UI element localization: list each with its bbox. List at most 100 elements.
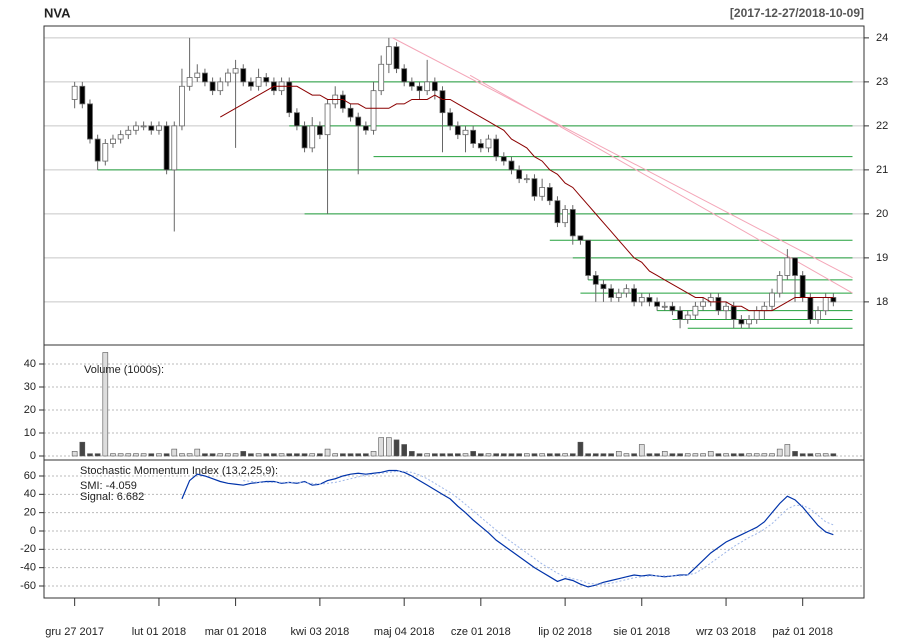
volume-bar	[677, 453, 683, 457]
trend-line	[392, 37, 853, 279]
candle-body	[140, 125, 147, 128]
volume-bar	[148, 453, 155, 457]
candle-body	[148, 125, 155, 131]
candle-body	[102, 143, 109, 162]
candle-body	[225, 72, 231, 83]
candle-body	[416, 85, 423, 92]
volume-bar	[171, 448, 178, 457]
candle-body	[753, 310, 760, 320]
volume-bar	[554, 453, 561, 457]
volume-bar	[324, 448, 331, 457]
volume-bar	[738, 453, 745, 457]
y-tick-label: 18	[876, 296, 888, 308]
candle-body	[669, 305, 676, 312]
candle-body	[769, 292, 775, 307]
date-range: [2017-12-27/2018-10-09]	[730, 6, 864, 20]
candle-body	[608, 288, 615, 298]
candle-body	[776, 275, 783, 294]
volume-bar	[370, 451, 377, 457]
candle-body	[293, 112, 300, 127]
candle-body	[209, 81, 216, 92]
candle-body	[761, 305, 768, 312]
volume-bar	[470, 451, 476, 457]
x-tick-label: wrz 03 2018	[695, 626, 756, 638]
volume-bar	[508, 453, 515, 457]
candle-body	[309, 125, 316, 149]
y-tick-label: 23	[876, 76, 888, 88]
candle-body	[577, 235, 584, 241]
volume-bar	[784, 444, 791, 457]
volume-bar	[493, 453, 499, 457]
candle-body	[523, 178, 530, 181]
volume-bar	[623, 453, 630, 457]
volume-bar	[202, 453, 208, 457]
volume-bar	[186, 453, 193, 457]
candle-body	[815, 310, 821, 320]
volume-bar	[600, 453, 607, 457]
y-tick-label: 20	[876, 208, 888, 220]
volume-bar	[807, 453, 814, 457]
volume-bar	[447, 453, 453, 457]
y-tick-label: 19	[876, 252, 888, 264]
candle-body	[424, 81, 431, 92]
volume-bar	[501, 453, 507, 457]
volume-bar	[87, 453, 93, 457]
x-tick-label: gru 27 2017	[45, 626, 104, 638]
volume-bar	[271, 453, 277, 457]
smi-title: Stochastic Momentum Index (13,2,25,9):	[80, 465, 278, 477]
candle-body	[133, 125, 139, 131]
candle-body	[516, 169, 523, 180]
volume-bar	[608, 453, 614, 457]
volume-bar	[585, 453, 591, 457]
y-tick-label: 24	[876, 32, 888, 44]
volume-bar	[524, 453, 530, 457]
x-tick-label: paź 01 2018	[772, 626, 833, 638]
y-tick-label: 0	[30, 450, 36, 462]
candle-body	[615, 292, 622, 298]
volume-bar	[439, 453, 446, 457]
volume-bar	[133, 453, 139, 457]
volume-bar	[830, 453, 837, 457]
candle-body	[194, 72, 201, 78]
volume-bar	[393, 439, 400, 457]
volume-bar	[669, 453, 676, 457]
candle-body	[554, 200, 561, 224]
candle-body	[784, 257, 791, 276]
x-tick-label: mar 01 2018	[205, 626, 267, 638]
candle-body	[362, 125, 369, 131]
volume-bar	[71, 451, 78, 457]
volume-bar	[286, 453, 293, 457]
volume-bar	[102, 352, 109, 457]
candle-body	[654, 301, 660, 307]
volume-bar	[179, 453, 185, 457]
y-tick-label: -20	[20, 543, 36, 555]
candle-body	[546, 187, 553, 202]
volume-bar	[723, 453, 729, 457]
series-line	[181, 469, 834, 588]
candle-body	[324, 103, 331, 136]
y-tick-label: 10	[24, 427, 36, 439]
volume-bar	[340, 453, 346, 457]
volume-bar	[815, 453, 821, 457]
candle-body	[638, 297, 645, 303]
volume-bar	[386, 437, 392, 457]
candle-body	[692, 305, 699, 316]
volume-bar	[240, 451, 247, 457]
candle-body	[186, 77, 193, 87]
volume-bar	[539, 453, 545, 457]
volume-bar	[209, 453, 216, 457]
volume-bar	[117, 453, 124, 457]
candle-body	[110, 138, 116, 144]
candle-body	[370, 90, 377, 131]
volume-bar	[79, 441, 86, 457]
candle-body	[94, 138, 101, 162]
candle-body	[585, 239, 592, 276]
candle-body	[830, 297, 837, 303]
volume-bar	[378, 437, 384, 457]
y-tick-label: 0	[30, 525, 36, 537]
y-tick-label: 60	[24, 470, 36, 482]
candle-body	[500, 156, 507, 162]
candle-body	[792, 257, 798, 276]
candle-body	[248, 81, 254, 87]
candle-body	[202, 72, 208, 83]
